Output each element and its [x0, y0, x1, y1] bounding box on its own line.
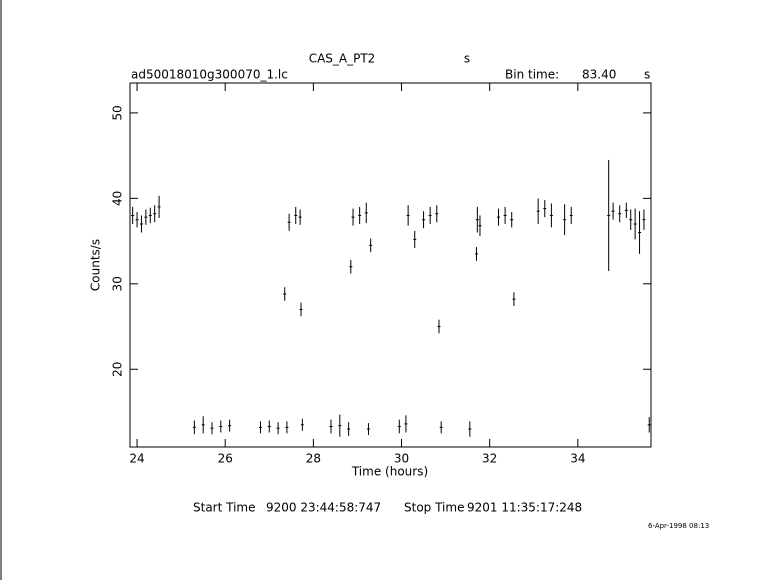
- stop-time: 9201 11:35:17:248: [467, 501, 582, 515]
- start-time: 9200 23:44:58:747: [266, 501, 381, 515]
- x-tick-label: 32: [482, 452, 497, 466]
- bin-time-label: Bin time:: [505, 68, 559, 82]
- start-time-label: Start Time: [193, 501, 256, 515]
- y-tick-label: 30: [111, 276, 125, 291]
- y-tick-label: 20: [111, 362, 125, 377]
- y-tick-label: 50: [111, 105, 125, 120]
- y-axis-label: Counts/s: [89, 239, 103, 291]
- y-tick-label: 40: [111, 191, 125, 206]
- x-axis-label: Time (hours): [351, 465, 428, 479]
- plot-date: 6-Apr-1998 08:13: [648, 522, 709, 530]
- x-tick-label: 28: [306, 452, 321, 466]
- bin-time: 83.40: [582, 68, 616, 82]
- x-tick-label: 26: [218, 452, 233, 466]
- bin-time-unit: s: [644, 68, 650, 82]
- chart-title: CAS_A_PT2: [309, 52, 376, 66]
- file-name: ad50018010g300070_1.lc: [131, 68, 288, 82]
- x-tick-label: 24: [129, 452, 144, 466]
- title-unit: s: [464, 52, 470, 66]
- stop-time-label: Stop Time: [404, 501, 464, 515]
- x-tick-label: 30: [394, 452, 409, 466]
- plot-frame: [129, 82, 652, 448]
- x-tick-label: 34: [570, 452, 585, 466]
